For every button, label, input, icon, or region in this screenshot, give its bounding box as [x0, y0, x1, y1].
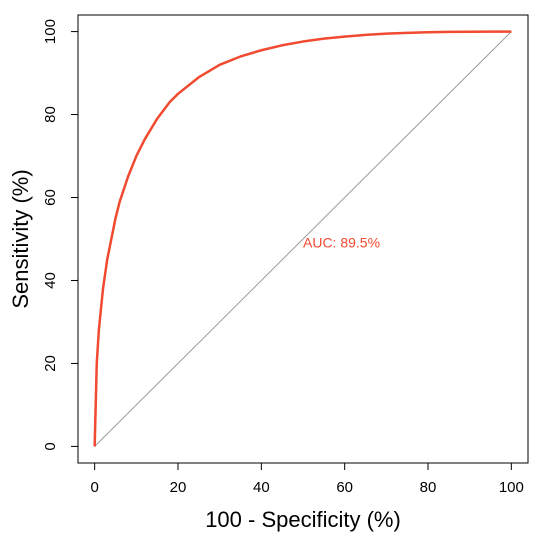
plot-marks — [93, 30, 512, 447]
plot-frame — [77, 14, 529, 464]
y-tick-label: 80 — [42, 106, 59, 123]
x-tick-label: 100 — [499, 479, 524, 496]
y-tick-label: 100 — [42, 19, 59, 44]
roc-curve — [93, 30, 512, 447]
y-axis: 0 20 40 60 80 100 — [42, 19, 78, 451]
x-tick-label: 80 — [420, 479, 437, 496]
y-tick-label: 60 — [42, 189, 59, 206]
x-tick-label: 40 — [253, 479, 270, 496]
y-axis-label: Sensitivity (%) — [8, 169, 33, 308]
y-tick-label: 0 — [42, 442, 59, 450]
x-tick-label: 0 — [90, 479, 98, 496]
y-tick-label: 40 — [42, 272, 59, 289]
x-axis-label: 100 - Specificity (%) — [205, 507, 401, 532]
x-tick-label: 20 — [170, 479, 187, 496]
auc-annotation: AUC: 89.5% — [303, 234, 380, 250]
y-tick-label: 20 — [42, 355, 59, 372]
x-tick-label: 60 — [336, 479, 353, 496]
reference-diagonal — [94, 31, 512, 447]
x-axis: 0 20 40 60 80 100 — [90, 463, 524, 496]
